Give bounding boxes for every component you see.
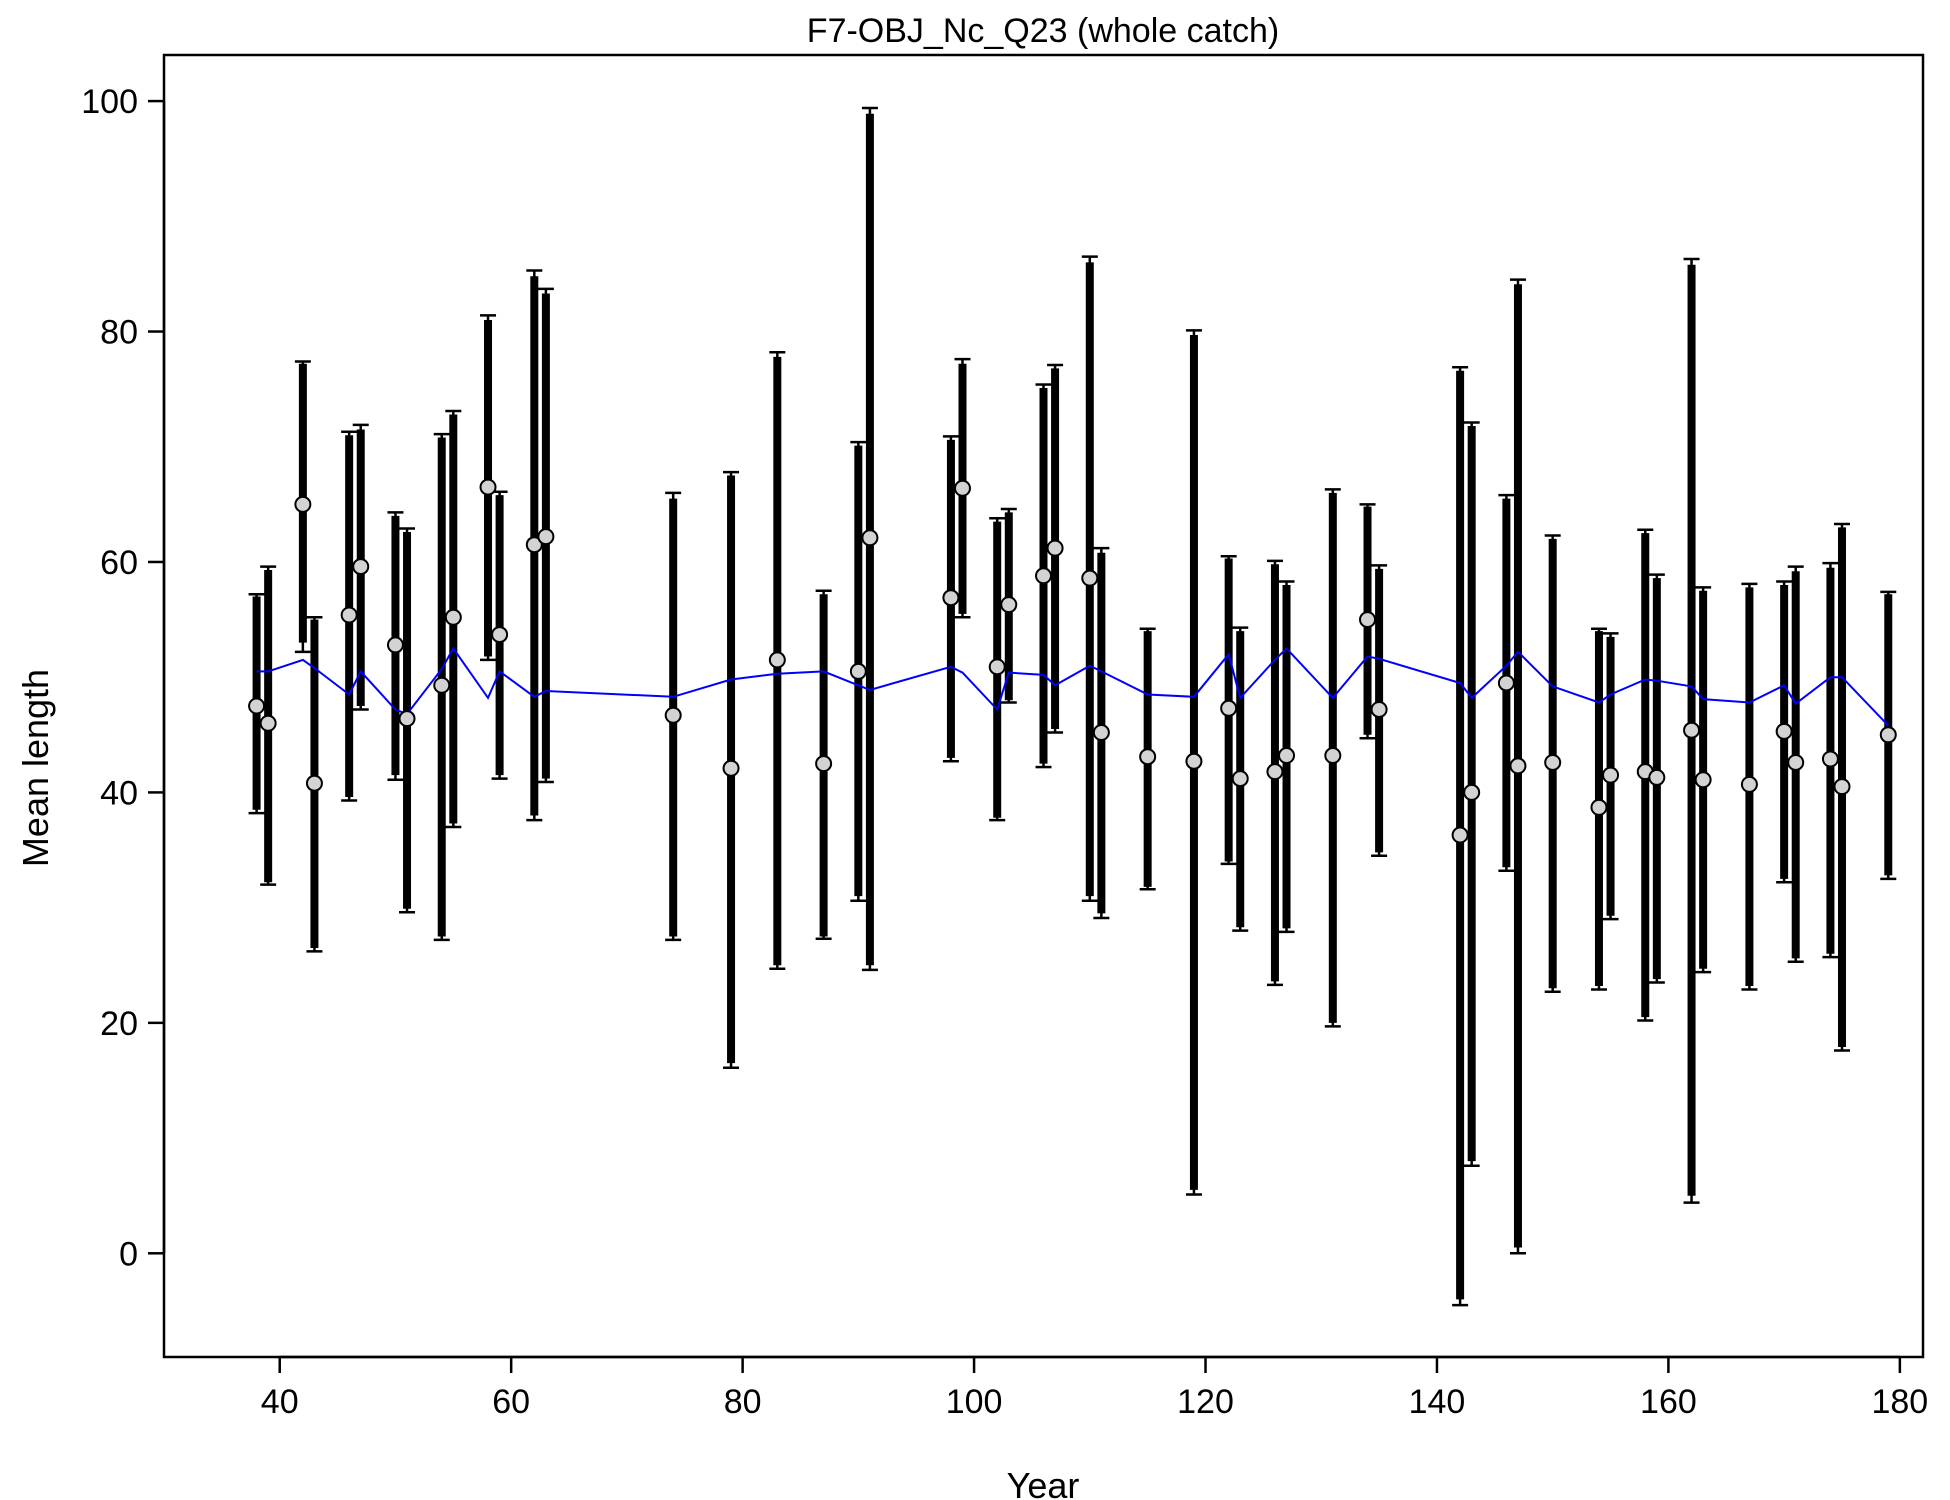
observed-point xyxy=(305,774,323,792)
x-tick-label: 100 xyxy=(946,1383,1003,1421)
observed-point xyxy=(1740,775,1758,793)
observed-point xyxy=(1092,724,1110,742)
y-tick-label: 20 xyxy=(100,1005,138,1043)
y-tick-label: 100 xyxy=(81,83,138,121)
observed-point xyxy=(1220,699,1238,717)
x-tick-label: 180 xyxy=(1871,1383,1928,1421)
y-tick-label: 80 xyxy=(100,314,138,352)
expected-line xyxy=(256,646,1890,727)
observed-point xyxy=(259,714,277,732)
observed-point xyxy=(444,608,462,626)
observed-point xyxy=(1497,674,1515,692)
x-tick-label: 140 xyxy=(1409,1383,1466,1421)
observed-point xyxy=(861,529,879,547)
x-tick-label: 120 xyxy=(1177,1383,1234,1421)
observed-point xyxy=(525,536,543,554)
observed-point xyxy=(1081,569,1099,587)
observed-point xyxy=(815,755,833,773)
observed-point xyxy=(433,676,451,694)
observed-point xyxy=(722,759,740,777)
y-axis-label: Mean length xyxy=(15,669,56,867)
observed-point xyxy=(1370,700,1388,718)
x-tick-label: 80 xyxy=(724,1383,762,1421)
observed-point xyxy=(953,479,971,497)
observed-point xyxy=(1879,726,1897,744)
observed-point xyxy=(1266,763,1284,781)
observed-point xyxy=(1324,747,1342,765)
observed-point xyxy=(1139,748,1157,766)
observed-point xyxy=(1544,753,1562,771)
y-tick-label: 60 xyxy=(100,544,138,582)
observed-point xyxy=(340,606,358,624)
x-axis: 40 60 80 100 120 140 160 180 xyxy=(261,1355,1928,1421)
observed-point xyxy=(1694,771,1712,789)
observed-point xyxy=(352,558,370,576)
observed-point xyxy=(849,662,867,680)
chart-title: F7-OBJ_Nc_Q23 (whole catch) xyxy=(807,12,1279,50)
observed-point xyxy=(942,589,960,607)
observed-point xyxy=(1463,783,1481,801)
observed-point xyxy=(386,636,404,654)
observed-point xyxy=(1775,722,1793,740)
observed-point xyxy=(1683,721,1701,739)
observed-point xyxy=(248,697,266,715)
observed-point xyxy=(664,706,682,724)
observed-point xyxy=(294,495,312,513)
x-tick-label: 60 xyxy=(492,1383,530,1421)
observed-point xyxy=(1231,770,1249,788)
interval-bars xyxy=(248,106,1897,1307)
observed-point xyxy=(398,710,416,728)
x-axis-label: Year xyxy=(1007,1465,1080,1500)
observed-point xyxy=(537,528,555,546)
observed-point xyxy=(1185,752,1203,770)
observed-point xyxy=(1821,750,1839,768)
observed-point xyxy=(1451,826,1469,844)
observed-points xyxy=(248,478,1897,844)
observed-point xyxy=(1000,596,1018,614)
observed-point xyxy=(1787,753,1805,771)
observed-point xyxy=(1833,778,1851,796)
y-axis: 0 20 40 60 80 100 xyxy=(81,83,166,1273)
observed-point xyxy=(1590,798,1608,816)
observed-point xyxy=(1602,766,1620,784)
observed-point xyxy=(1359,611,1377,629)
observed-point xyxy=(1278,747,1296,765)
observed-point xyxy=(1035,567,1052,585)
y-tick-label: 40 xyxy=(100,774,138,812)
observed-point xyxy=(1648,768,1666,786)
observed-point xyxy=(988,658,1006,676)
observed-point xyxy=(1509,757,1527,775)
observed-point xyxy=(1046,539,1064,557)
observed-point xyxy=(491,626,509,644)
y-tick-label: 0 xyxy=(119,1235,138,1273)
x-tick-label: 160 xyxy=(1640,1383,1697,1421)
observed-point xyxy=(768,651,786,669)
expected-line-group xyxy=(256,646,1890,727)
observed-point xyxy=(479,478,497,496)
x-tick-label: 40 xyxy=(261,1383,299,1421)
